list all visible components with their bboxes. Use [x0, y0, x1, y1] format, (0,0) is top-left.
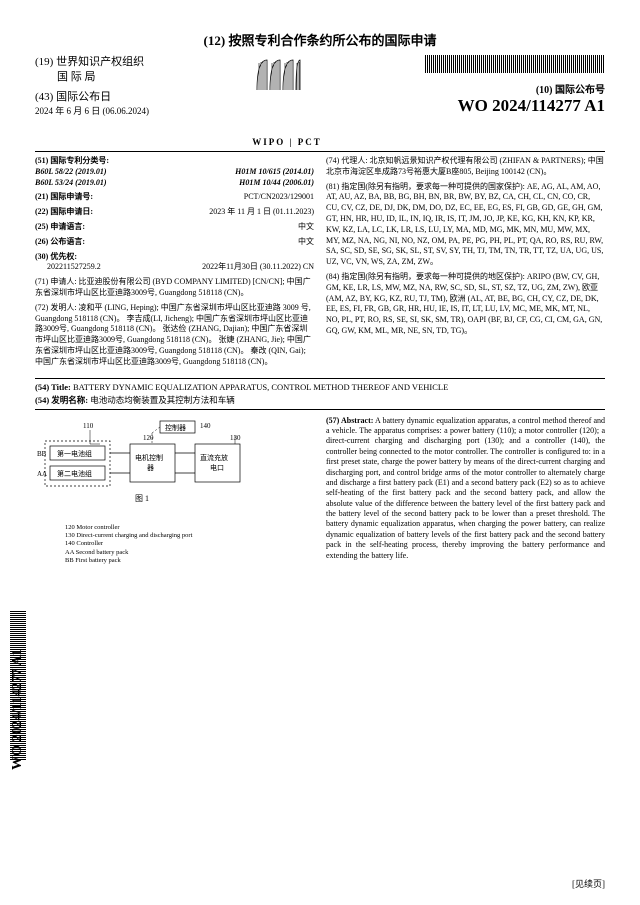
- figure-area: 110 第一电池组 BB 第二电池组 AA 电机控制 器 120 直流充放 电口…: [35, 416, 314, 566]
- field-81: (81) 指定国(除另有指明，要求每一种可提供的国家保护): AE, AG, A…: [326, 182, 605, 268]
- field-21: (21) 国际申请号:PCT/CN2023/129001: [35, 192, 314, 203]
- svg-text:140: 140: [200, 422, 211, 430]
- field-22: (22) 国际申请日:2023 年 11 月 1 日 (01.11.2023): [35, 207, 314, 218]
- abstract-label: (57) Abstract:: [326, 416, 373, 425]
- svg-text:图 1: 图 1: [135, 494, 149, 503]
- field-84: (84) 指定国(除另有指明，要求每一种可提供的地区保护): ARIPO (BW…: [326, 272, 605, 337]
- header-right: (10) 国际公布号 WO 2024/114277 A1: [425, 55, 605, 116]
- field-30: (30) 优先权: 202211527259.22022年11月30日 (30.…: [35, 252, 314, 274]
- pub-date: 2024 年 6 月 6 日 (06.06.2024): [35, 105, 149, 118]
- field-72: (72) 发明人: 凌和平 (LING, Heping); 中国广东省深圳市坪山…: [35, 303, 314, 368]
- field-26: (26) 公布语言:中文: [35, 237, 314, 248]
- org-line1: (19) 世界知识产权组织: [35, 55, 149, 70]
- header-center: WIPO | PCT: [252, 55, 321, 147]
- side-pub-num: WO 2024/114277 A1: [10, 649, 26, 770]
- title-en: (54) Title: BATTERY DYNAMIC EQUALIZATION…: [35, 382, 605, 392]
- header-left: (19) 世界知识产权组织 国 际 局 (43) 国际公布日 2024 年 6 …: [35, 55, 149, 118]
- pub-num: WO 2024/114277 A1: [425, 96, 605, 116]
- svg-text:电机控制: 电机控制: [135, 453, 163, 462]
- field-74: (74) 代理人: 北京知帆远景知识产权代理有限公司 (ZHIFAN & PAR…: [326, 156, 605, 178]
- svg-text:控制器: 控制器: [165, 423, 186, 432]
- left-column: (51) 国际专利分类号: B60L 58/22 (2019.01)H01M 1…: [35, 156, 314, 372]
- abstract-area: (57) Abstract: A battery dynamic equaliz…: [326, 416, 605, 566]
- figure-diagram: 110 第一电池组 BB 第二电池组 AA 电机控制 器 120 直流充放 电口…: [35, 416, 275, 516]
- wipo-logo: [252, 55, 302, 95]
- title-cn: (54) 发明名称: 电池动态均衡装置及其控制方法和车辆: [35, 394, 605, 406]
- header-row: (19) 世界知识产权组织 国 际 局 (43) 国际公布日 2024 年 6 …: [35, 55, 605, 147]
- divider-top: [35, 151, 605, 152]
- top-barcode: [425, 55, 605, 73]
- continued-label: [见续页]: [572, 877, 605, 890]
- svg-text:第二电池组: 第二电池组: [57, 469, 92, 478]
- svg-text:第一电池组: 第一电池组: [57, 449, 92, 458]
- title-section: (54) Title: BATTERY DYNAMIC EQUALIZATION…: [35, 378, 605, 410]
- svg-text:AA: AA: [37, 470, 47, 478]
- pub-num-label: (10) 国际公布号: [425, 81, 605, 96]
- right-column: (74) 代理人: 北京知帆远景知识产权代理有限公司 (ZHIFAN & PAR…: [326, 156, 605, 372]
- field-51: (51) 国际专利分类号: B60L 58/22 (2019.01)H01M 1…: [35, 156, 314, 188]
- svg-text:电口: 电口: [210, 463, 224, 472]
- bottom-section: 110 第一电池组 BB 第二电池组 AA 电机控制 器 120 直流充放 电口…: [35, 416, 605, 566]
- svg-text:器: 器: [147, 464, 154, 472]
- field-71: (71) 申请人: 比亚迪股份有限公司 (BYD COMPANY LIMITED…: [35, 277, 314, 299]
- doc-kind-title: (12) 按照专利合作条约所公布的国际申请: [35, 30, 605, 49]
- field-25: (25) 申请语言:中文: [35, 222, 314, 233]
- figure-legend: 120 Motor controller 130 Direct-current …: [35, 524, 314, 566]
- org-line2: 国 际 局: [35, 70, 149, 85]
- svg-text:130: 130: [230, 434, 241, 442]
- svg-text:120: 120: [143, 434, 154, 442]
- lbl-110: 110: [83, 422, 94, 430]
- svg-text:直流充放: 直流充放: [200, 453, 228, 462]
- wipo-pct-text: WIPO | PCT: [252, 137, 321, 147]
- pub-date-label: (43) 国际公布日: [35, 90, 149, 105]
- abstract-text: A battery dynamic equalization apparatus…: [326, 416, 605, 560]
- biblio-columns: (51) 国际专利分类号: B60L 58/22 (2019.01)H01M 1…: [35, 156, 605, 372]
